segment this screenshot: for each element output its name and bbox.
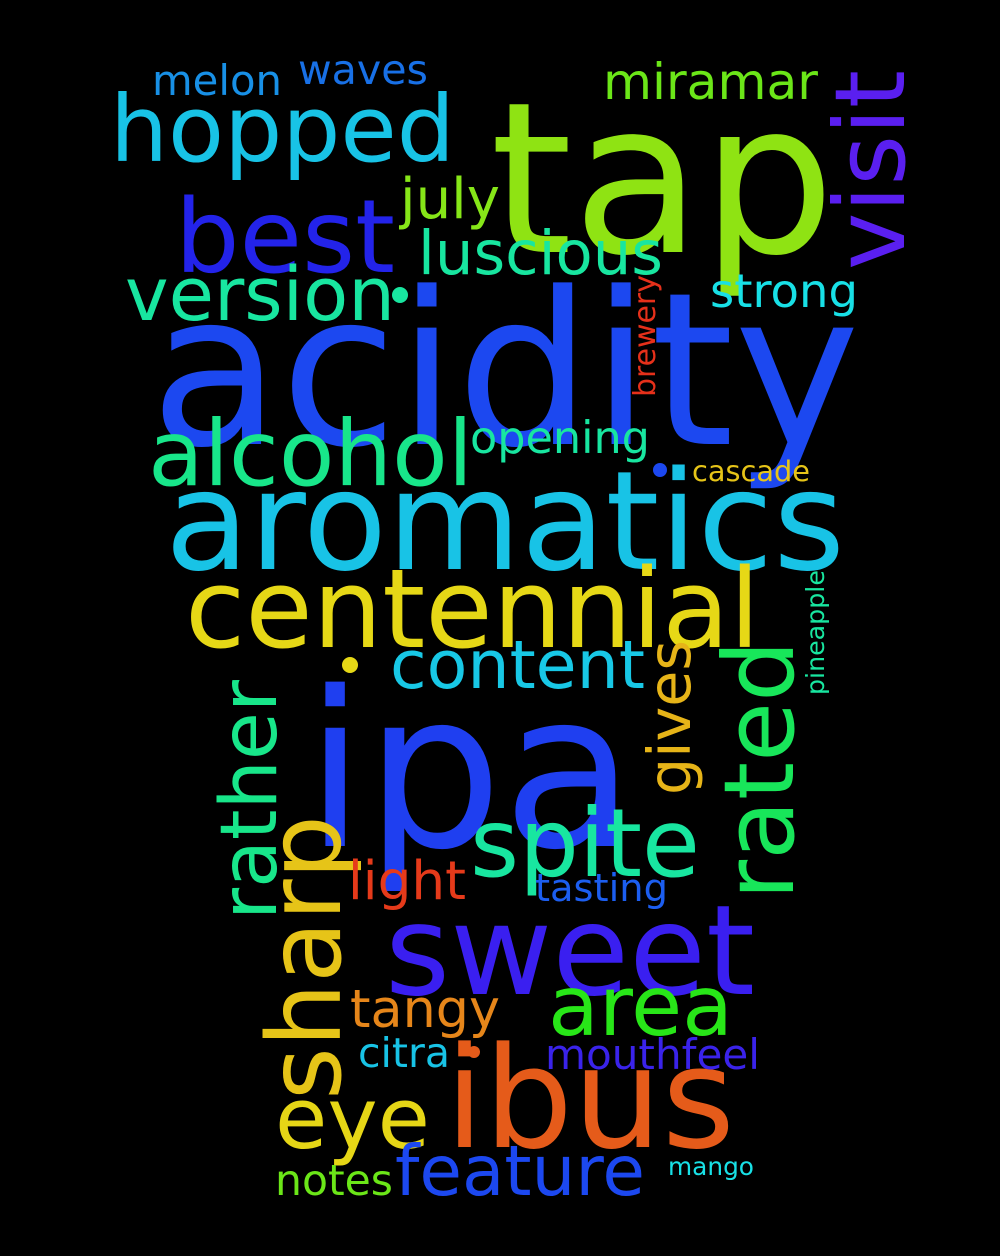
word-gives: gives [636, 640, 705, 795]
word-brewery: brewery [628, 275, 664, 397]
word-tangy: tangy [350, 978, 500, 1040]
word-melon: melon [152, 56, 282, 106]
word-rather: rather [204, 680, 295, 920]
word-best: best [175, 177, 395, 296]
word-visit: visit [813, 70, 927, 270]
word-notes: notes [275, 1157, 393, 1207]
word-ipa: ipa [305, 646, 635, 899]
dot-mark [392, 287, 408, 303]
word-version: version [125, 252, 395, 338]
dot-mark [653, 463, 667, 477]
word-mango: mango [668, 1151, 754, 1181]
word-spite: spite [470, 789, 700, 899]
word-strong: strong [710, 263, 858, 318]
word-tasting: tasting [535, 865, 668, 911]
word-acidity: acidity [150, 248, 860, 496]
word-eye: eye [275, 1070, 430, 1170]
word-waves: waves [298, 46, 428, 95]
word-tap: tap [490, 56, 835, 302]
word-alcohol: alcohol [148, 401, 473, 507]
word-pineapple: pineapple [801, 570, 831, 695]
word-light: light [348, 849, 466, 912]
word-aromatics: aromatics [165, 441, 845, 602]
dot-mark [342, 657, 358, 673]
word-cascade: cascade [692, 454, 810, 489]
word-july: july [400, 167, 500, 233]
word-hopped: hopped [110, 76, 455, 184]
word-miramar: miramar [603, 52, 818, 112]
word-opening: opening [470, 411, 650, 464]
word-centennial: centennial [185, 545, 760, 674]
word-feature: feature [395, 1131, 645, 1212]
word-ibus: ibus [445, 1017, 735, 1181]
word-mouthfeel: mouthfeel [545, 1030, 760, 1080]
dot-mark [468, 1046, 480, 1058]
word-area: area [548, 958, 733, 1056]
word-sweet: sweet [385, 879, 755, 1025]
word-content: content [390, 625, 645, 704]
word-rated: rated [702, 640, 817, 900]
word-citra: citra [358, 1029, 450, 1078]
word-luscious: luscious [418, 219, 663, 290]
